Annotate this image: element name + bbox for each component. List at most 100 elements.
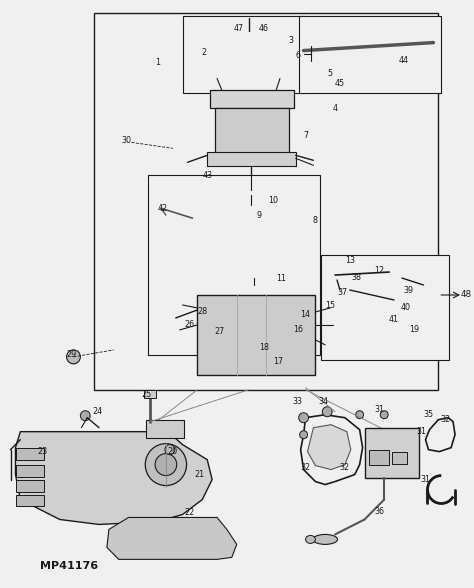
Circle shape <box>299 413 309 423</box>
Circle shape <box>322 407 332 417</box>
Circle shape <box>390 311 398 319</box>
Text: 15: 15 <box>325 302 335 310</box>
Text: 41: 41 <box>389 315 399 325</box>
Text: MP41176: MP41176 <box>40 562 98 572</box>
Circle shape <box>66 350 81 364</box>
Circle shape <box>308 49 315 58</box>
Text: 7: 7 <box>303 131 308 140</box>
Bar <box>392 452 407 463</box>
Text: 22: 22 <box>184 508 195 517</box>
Text: 1: 1 <box>155 58 161 67</box>
Text: 25: 25 <box>141 390 151 399</box>
Polygon shape <box>180 248 310 292</box>
Text: 6: 6 <box>295 51 300 60</box>
Ellipse shape <box>261 345 271 351</box>
Text: 34: 34 <box>318 397 328 406</box>
Text: 38: 38 <box>352 273 362 282</box>
Ellipse shape <box>145 443 187 486</box>
Text: 26: 26 <box>184 320 194 329</box>
Ellipse shape <box>244 322 261 338</box>
Text: 31: 31 <box>374 405 384 414</box>
Ellipse shape <box>155 453 177 476</box>
Text: 44: 44 <box>399 56 409 65</box>
Ellipse shape <box>362 294 383 302</box>
Ellipse shape <box>313 534 337 544</box>
Text: 47: 47 <box>234 24 244 33</box>
Circle shape <box>244 111 259 126</box>
Ellipse shape <box>287 371 295 376</box>
Text: 28: 28 <box>197 308 207 316</box>
Ellipse shape <box>241 371 248 376</box>
Text: 20: 20 <box>168 447 178 456</box>
Text: 46: 46 <box>258 24 268 33</box>
Text: 30: 30 <box>121 136 132 145</box>
Circle shape <box>356 411 364 419</box>
Text: 21: 21 <box>194 470 204 479</box>
Circle shape <box>419 281 428 289</box>
Text: 39: 39 <box>404 286 414 295</box>
Bar <box>369 450 389 465</box>
Bar <box>321 255 449 360</box>
Text: 40: 40 <box>401 303 411 312</box>
Bar <box>144 390 156 397</box>
Text: 27: 27 <box>214 328 224 336</box>
Circle shape <box>175 297 184 307</box>
Ellipse shape <box>235 315 270 345</box>
Ellipse shape <box>264 371 272 376</box>
Bar <box>299 16 441 93</box>
Text: 4: 4 <box>333 104 337 113</box>
Text: 42: 42 <box>158 203 168 213</box>
Text: 48: 48 <box>461 290 472 299</box>
Text: 29: 29 <box>66 350 77 359</box>
Bar <box>17 495 44 506</box>
Bar <box>210 91 294 108</box>
Text: 37: 37 <box>338 288 348 296</box>
Text: 32: 32 <box>440 415 450 424</box>
Text: 13: 13 <box>345 256 355 265</box>
Polygon shape <box>16 432 212 524</box>
Ellipse shape <box>218 371 226 376</box>
Bar <box>215 108 289 153</box>
Circle shape <box>165 445 175 455</box>
Text: 3: 3 <box>288 36 293 45</box>
Bar <box>17 465 44 476</box>
Ellipse shape <box>162 315 178 325</box>
Text: 31: 31 <box>420 475 430 484</box>
Text: 12: 12 <box>374 266 384 275</box>
Circle shape <box>126 136 137 148</box>
Bar <box>197 295 315 375</box>
Circle shape <box>245 51 255 61</box>
Bar <box>17 447 44 460</box>
Circle shape <box>146 384 154 392</box>
Text: 32: 32 <box>301 463 310 472</box>
Text: 45: 45 <box>335 79 345 88</box>
Text: 24: 24 <box>92 407 102 416</box>
Ellipse shape <box>236 263 261 277</box>
Bar <box>17 480 44 492</box>
Ellipse shape <box>306 536 315 543</box>
Circle shape <box>81 411 90 420</box>
Text: 14: 14 <box>301 310 310 319</box>
Polygon shape <box>107 517 237 559</box>
Circle shape <box>178 330 188 340</box>
Text: 36: 36 <box>374 507 384 516</box>
Bar <box>365 427 419 477</box>
Circle shape <box>236 102 267 135</box>
Text: 33: 33 <box>292 397 303 406</box>
Ellipse shape <box>246 205 256 210</box>
Circle shape <box>249 280 259 290</box>
Text: 19: 19 <box>409 325 419 335</box>
Circle shape <box>334 267 342 275</box>
Text: 35: 35 <box>423 410 434 419</box>
Text: 17: 17 <box>273 358 283 366</box>
Text: 5: 5 <box>328 69 333 78</box>
Polygon shape <box>219 208 274 245</box>
Bar <box>146 420 183 437</box>
Circle shape <box>398 296 410 308</box>
Text: 10: 10 <box>268 196 278 205</box>
Circle shape <box>212 18 287 93</box>
Circle shape <box>380 411 388 419</box>
Circle shape <box>228 34 271 78</box>
Bar <box>148 175 320 355</box>
Text: 11: 11 <box>276 273 286 283</box>
